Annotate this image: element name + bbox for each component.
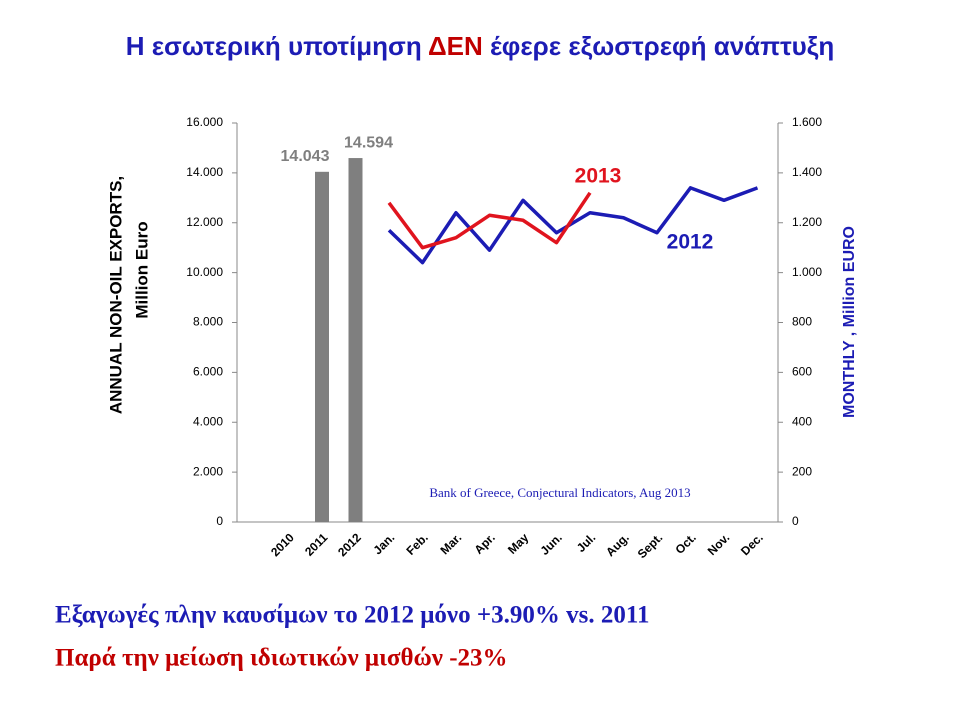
- x-tick-label: Jul.: [574, 530, 599, 555]
- y-tick-label: 8.000: [193, 315, 223, 329]
- y-axis-label: ANNUAL NON-OIL EXPORTS,: [106, 176, 125, 414]
- x-tick-label: Feb.: [404, 530, 431, 557]
- y-tick-label: 12.000: [186, 215, 223, 229]
- y-tick-label: 16.000: [186, 115, 223, 129]
- x-tick-label: Dec.: [738, 530, 766, 558]
- y2-tick-label: 1.000: [792, 265, 822, 279]
- x-tick-label: Sept.: [635, 530, 666, 561]
- bar: [315, 171, 329, 523]
- y2-tick-label: 0: [792, 514, 799, 528]
- x-tick-label: Mar.: [437, 530, 464, 557]
- series-label: 2013: [575, 165, 622, 188]
- title-part: Η εσωτερική υποτίμηση: [126, 31, 422, 61]
- y2-tick-label: 400: [792, 414, 812, 428]
- bar-value-label: 14.594: [344, 134, 393, 151]
- y2-tick-label: 1.600: [792, 115, 822, 129]
- title-part: ΔΕΝ: [428, 31, 483, 61]
- y2-axis-label: MONTHLY , Million EURO: [841, 226, 858, 418]
- y2-tick-label: 200: [792, 464, 812, 478]
- bar-value-label: 14.043: [281, 148, 330, 165]
- x-tick-label: 2011: [302, 530, 331, 559]
- x-tick-label: Jun.: [538, 530, 565, 557]
- y2-tick-label: 800: [792, 315, 812, 329]
- x-tick-label: May: [505, 530, 532, 557]
- slide-title: Η εσωτερική υποτίμηση ΔΕΝ έφερε εξωστρεφ…: [126, 31, 835, 61]
- y2-tick-label: 1.400: [792, 165, 822, 179]
- line-series: [387, 186, 759, 265]
- footer-line: Παρά την μείωση ιδιωτικών μισθών -23%: [55, 645, 508, 672]
- title-part: έφερε εξωστρεφή ανάπτυξη: [490, 31, 834, 61]
- line-series: [387, 191, 592, 250]
- x-tick-label: 2010: [268, 530, 297, 559]
- x-tick-label: Nov.: [705, 530, 733, 558]
- footer-line: Εξαγωγές πλην καυσίμων το 2012 μόνο +3.9…: [55, 602, 649, 629]
- series-label: 2012: [667, 231, 714, 254]
- bar: [348, 158, 363, 522]
- source-note: Bank of Greece, Conjectural Indicators, …: [429, 485, 690, 500]
- x-tick-label: Aug.: [603, 530, 632, 559]
- x-tick-label: Apr.: [471, 530, 497, 556]
- y-tick-label: 4.000: [193, 414, 223, 428]
- x-tick-label: Jan.: [370, 530, 397, 557]
- x-tick-label: 2012: [335, 530, 364, 559]
- y-tick-label: 0: [216, 514, 223, 528]
- y-tick-label: 10.000: [186, 265, 223, 279]
- y2-tick-label: 1.200: [792, 215, 822, 229]
- y-tick-label: 2.000: [193, 464, 223, 478]
- y-axis-label: Million Euro: [132, 221, 151, 318]
- x-tick-label: Oct.: [672, 530, 698, 556]
- y2-tick-label: 600: [792, 365, 812, 379]
- y-tick-label: 14.000: [186, 165, 223, 179]
- y-tick-label: 6.000: [193, 365, 223, 379]
